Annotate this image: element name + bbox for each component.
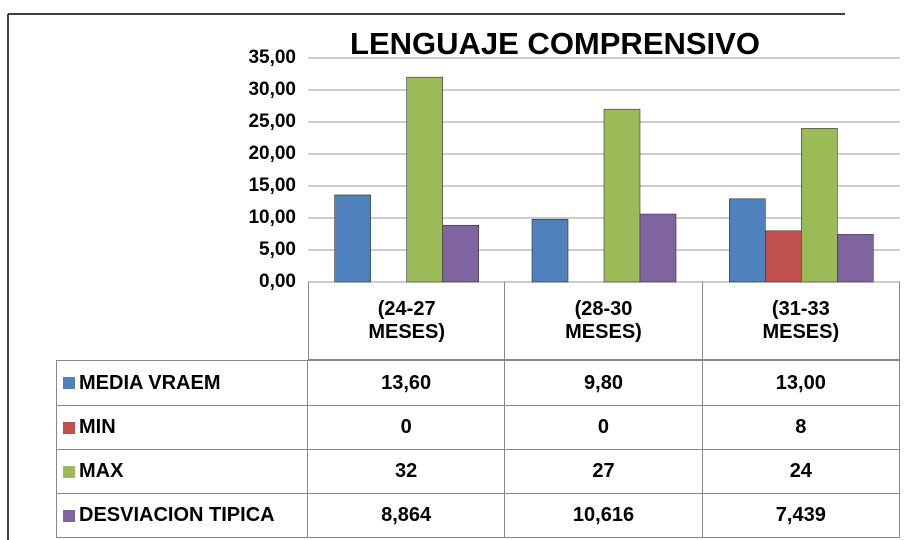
legend-label: MIN [79, 416, 116, 438]
data-label: 8 [702, 406, 900, 450]
y-tick-label: 0,00 [259, 271, 296, 292]
title-bg [312, 24, 802, 66]
data-label: 10,616 [505, 494, 703, 538]
bar [639, 213, 677, 283]
legend-key [63, 465, 75, 478]
y-tick-label: 20,00 [248, 143, 296, 164]
chart-title: LENGUAJE COMPRENSIVO [350, 26, 760, 61]
y-tick-label: 10,00 [248, 207, 296, 228]
data-label: 24 [702, 450, 900, 494]
bar [334, 194, 371, 283]
data-label: 13,60 [308, 360, 506, 406]
bar [442, 224, 479, 283]
legend-label: MEDIA VRAEM [79, 371, 221, 394]
bar [603, 108, 641, 283]
legend-label: DESVIACION TIPICA [79, 504, 275, 526]
data-label: 7,439 [702, 494, 900, 538]
legend-entry: DESVIACION TIPICA [56, 494, 308, 538]
y-tick-label: 30,00 [248, 79, 296, 100]
bar [406, 76, 443, 283]
bar [837, 234, 874, 283]
bar [765, 230, 802, 283]
bar [729, 198, 766, 283]
data-label: 27 [505, 450, 703, 494]
data-label: 8,864 [308, 494, 506, 538]
data-label: 9,80 [505, 360, 703, 406]
bar [801, 128, 838, 283]
legend-key [63, 421, 75, 434]
x-tick-label: (28-30 MESES) [505, 282, 703, 360]
legend-entry: MIN [56, 406, 308, 450]
legend-key [63, 509, 75, 522]
legend-entry: MAX [56, 450, 308, 494]
y-tick-label: 25,00 [248, 111, 296, 132]
bar [531, 218, 569, 283]
y-tick-label: 5,00 [259, 239, 296, 260]
legend-key [63, 377, 75, 389]
y-tick-label: 35,00 [248, 47, 296, 68]
legend-entry: MEDIA VRAEM [56, 360, 308, 406]
y-tick-label: 15,00 [248, 175, 296, 196]
data-label: 13,00 [702, 360, 900, 406]
x-tick-label: (24-27 MESES) [308, 282, 506, 360]
data-label: 0 [308, 406, 506, 450]
x-tick-label: (31-33 MESES) [702, 282, 900, 360]
data-label: 32 [308, 450, 506, 494]
data-label: 0 [505, 406, 703, 450]
legend-label: MAX [79, 460, 124, 482]
